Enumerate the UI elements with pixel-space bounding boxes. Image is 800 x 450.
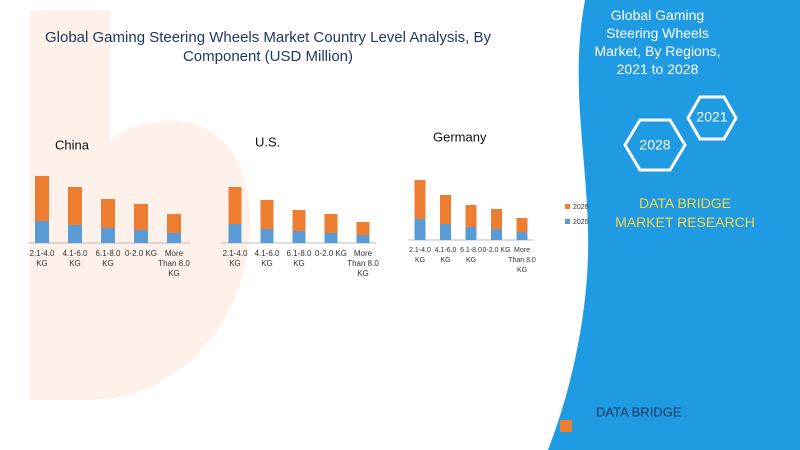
bar-segment xyxy=(101,228,115,243)
bar-segment xyxy=(356,222,370,235)
bar-segment xyxy=(101,199,115,228)
legend-label: 2028 xyxy=(573,204,589,211)
logo-name: DATA BRIDGE xyxy=(596,404,682,419)
bar-segment xyxy=(260,229,274,243)
bar-segment xyxy=(414,219,426,240)
bar-segment xyxy=(228,187,242,224)
bar-segment xyxy=(440,195,451,224)
bar-segment xyxy=(68,187,82,225)
bar-segment xyxy=(134,230,148,243)
x-tick-label: 6.1-8.0 KG xyxy=(460,247,482,264)
bar-segment xyxy=(465,227,477,240)
legend-swatch xyxy=(565,204,570,209)
x-tick-label: 0-2.0 KG xyxy=(482,247,511,254)
logo-icon xyxy=(566,398,591,431)
x-tick-label: 2.1-4.0 KG xyxy=(222,249,248,268)
chart-title: China xyxy=(55,137,90,152)
bar-segment xyxy=(228,224,242,243)
bar-segment xyxy=(324,214,338,233)
x-tick-label: More Than 8.0 KG xyxy=(158,249,190,278)
legend-label: 2020 xyxy=(573,219,589,226)
bar-segment xyxy=(516,232,528,240)
legend-swatch xyxy=(565,219,570,224)
hex-label: 2028 xyxy=(639,137,670,153)
x-tick-label: More Than 8.0 KG xyxy=(508,247,536,274)
bar-segment xyxy=(491,209,502,229)
bar-segment xyxy=(167,214,181,233)
x-tick-label: 6.1-8.0 KG xyxy=(95,249,121,268)
x-tick-label: 2.1-4.0 KG xyxy=(409,247,431,264)
x-tick-label: 0-2.0 KG xyxy=(315,249,348,258)
bar-segment xyxy=(134,204,148,230)
hex-label: 2021 xyxy=(696,109,727,125)
hexagon xyxy=(686,95,738,141)
x-tick-label: More Than 8.0 KG xyxy=(347,249,379,278)
bar-segment xyxy=(440,224,451,240)
x-tick-label: 6.1-8.0 KG xyxy=(286,249,312,268)
bar-segment xyxy=(292,231,306,243)
x-tick-label: 2.1-4.0 KG xyxy=(29,249,55,268)
bar-segment xyxy=(465,205,477,227)
bar-segment xyxy=(356,235,370,243)
bar-segment xyxy=(516,218,528,232)
x-tick-label: 4.1-6.0 KG xyxy=(434,247,457,264)
chart-title: Germany xyxy=(433,129,487,144)
x-tick-label: 4.1-6.0 KG xyxy=(254,249,280,268)
hexagon xyxy=(623,118,687,172)
bar-segment xyxy=(324,233,338,243)
bar-segment xyxy=(414,180,426,219)
logo-tagline: MARKET RESEARCH xyxy=(597,424,672,430)
bar-segment xyxy=(35,176,49,221)
bar-segment xyxy=(35,221,49,243)
main-title: Global Gaming Steering Wheels Market Cou… xyxy=(44,29,492,65)
bar-segment xyxy=(292,210,306,231)
panel-shape xyxy=(548,0,800,450)
x-tick-label: 4.1-6.0 KG xyxy=(62,249,88,268)
panel-heading: Global Gaming Steering Wheels Market, By… xyxy=(594,7,721,77)
bar-segment xyxy=(491,229,502,240)
bar-segment xyxy=(167,233,181,243)
bar-segment xyxy=(260,200,274,229)
chart-title: U.S. xyxy=(255,134,280,149)
logo-icon xyxy=(560,420,572,432)
bar-segment xyxy=(68,225,82,243)
panel-brand: DATA BRIDGE MARKET RESEARCH xyxy=(615,195,755,230)
x-tick-label: 0-2.0 KG xyxy=(124,249,157,258)
